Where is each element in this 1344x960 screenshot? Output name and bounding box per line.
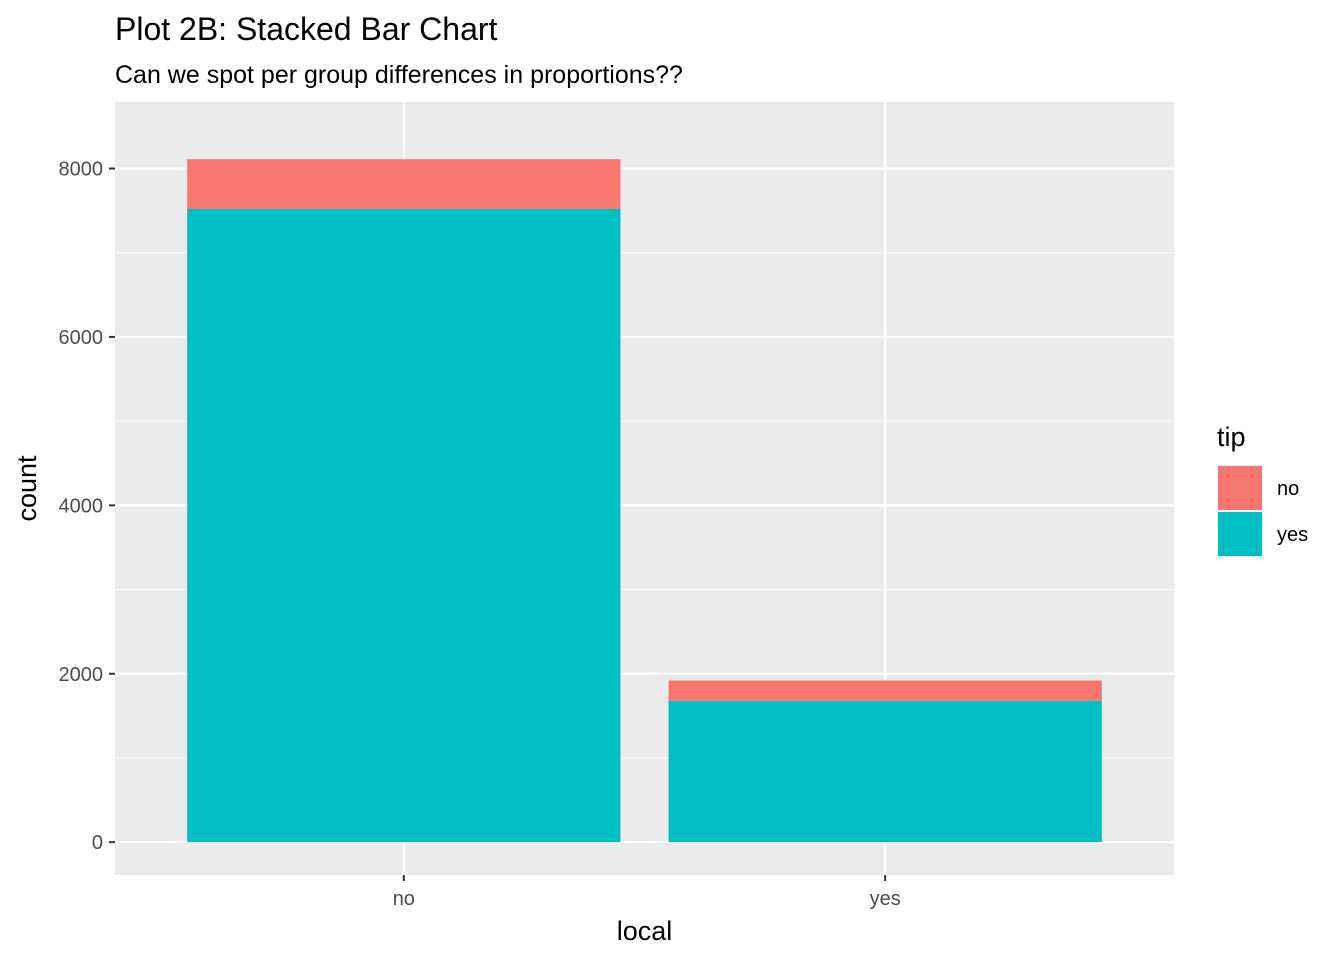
y-tick-label: 2000 xyxy=(59,664,104,686)
y-axis: 0 2000 4000 6000 8000 xyxy=(59,159,115,854)
x-tick-label: yes xyxy=(870,888,901,910)
bar-yes-tip-no xyxy=(668,680,1102,701)
chart-subtitle: Can we spot per group differences in pro… xyxy=(115,61,683,89)
bar-no-tip-no xyxy=(187,159,621,209)
bars-group xyxy=(187,159,1102,843)
bar-yes-tip-yes xyxy=(668,700,1102,843)
y-axis-title: count xyxy=(12,455,42,522)
legend-title: tip xyxy=(1217,422,1246,452)
legend-swatch-no xyxy=(1218,466,1262,510)
chart-title: Plot 2B: Stacked Bar Chart xyxy=(115,11,498,47)
legend-label-no: no xyxy=(1277,478,1299,500)
x-axis-title: local xyxy=(617,916,673,946)
x-axis: no yes xyxy=(393,875,901,910)
y-tick-label: 4000 xyxy=(59,495,104,517)
x-tick-label: no xyxy=(393,888,415,910)
legend-label-yes: yes xyxy=(1277,524,1308,546)
y-tick-label: 6000 xyxy=(59,327,104,349)
legend: tip no yes xyxy=(1217,422,1308,557)
y-tick-label: 0 xyxy=(92,832,103,854)
legend-swatch-yes xyxy=(1218,512,1262,556)
bar-no-tip-yes xyxy=(187,208,621,843)
y-tick-label: 8000 xyxy=(59,159,104,181)
